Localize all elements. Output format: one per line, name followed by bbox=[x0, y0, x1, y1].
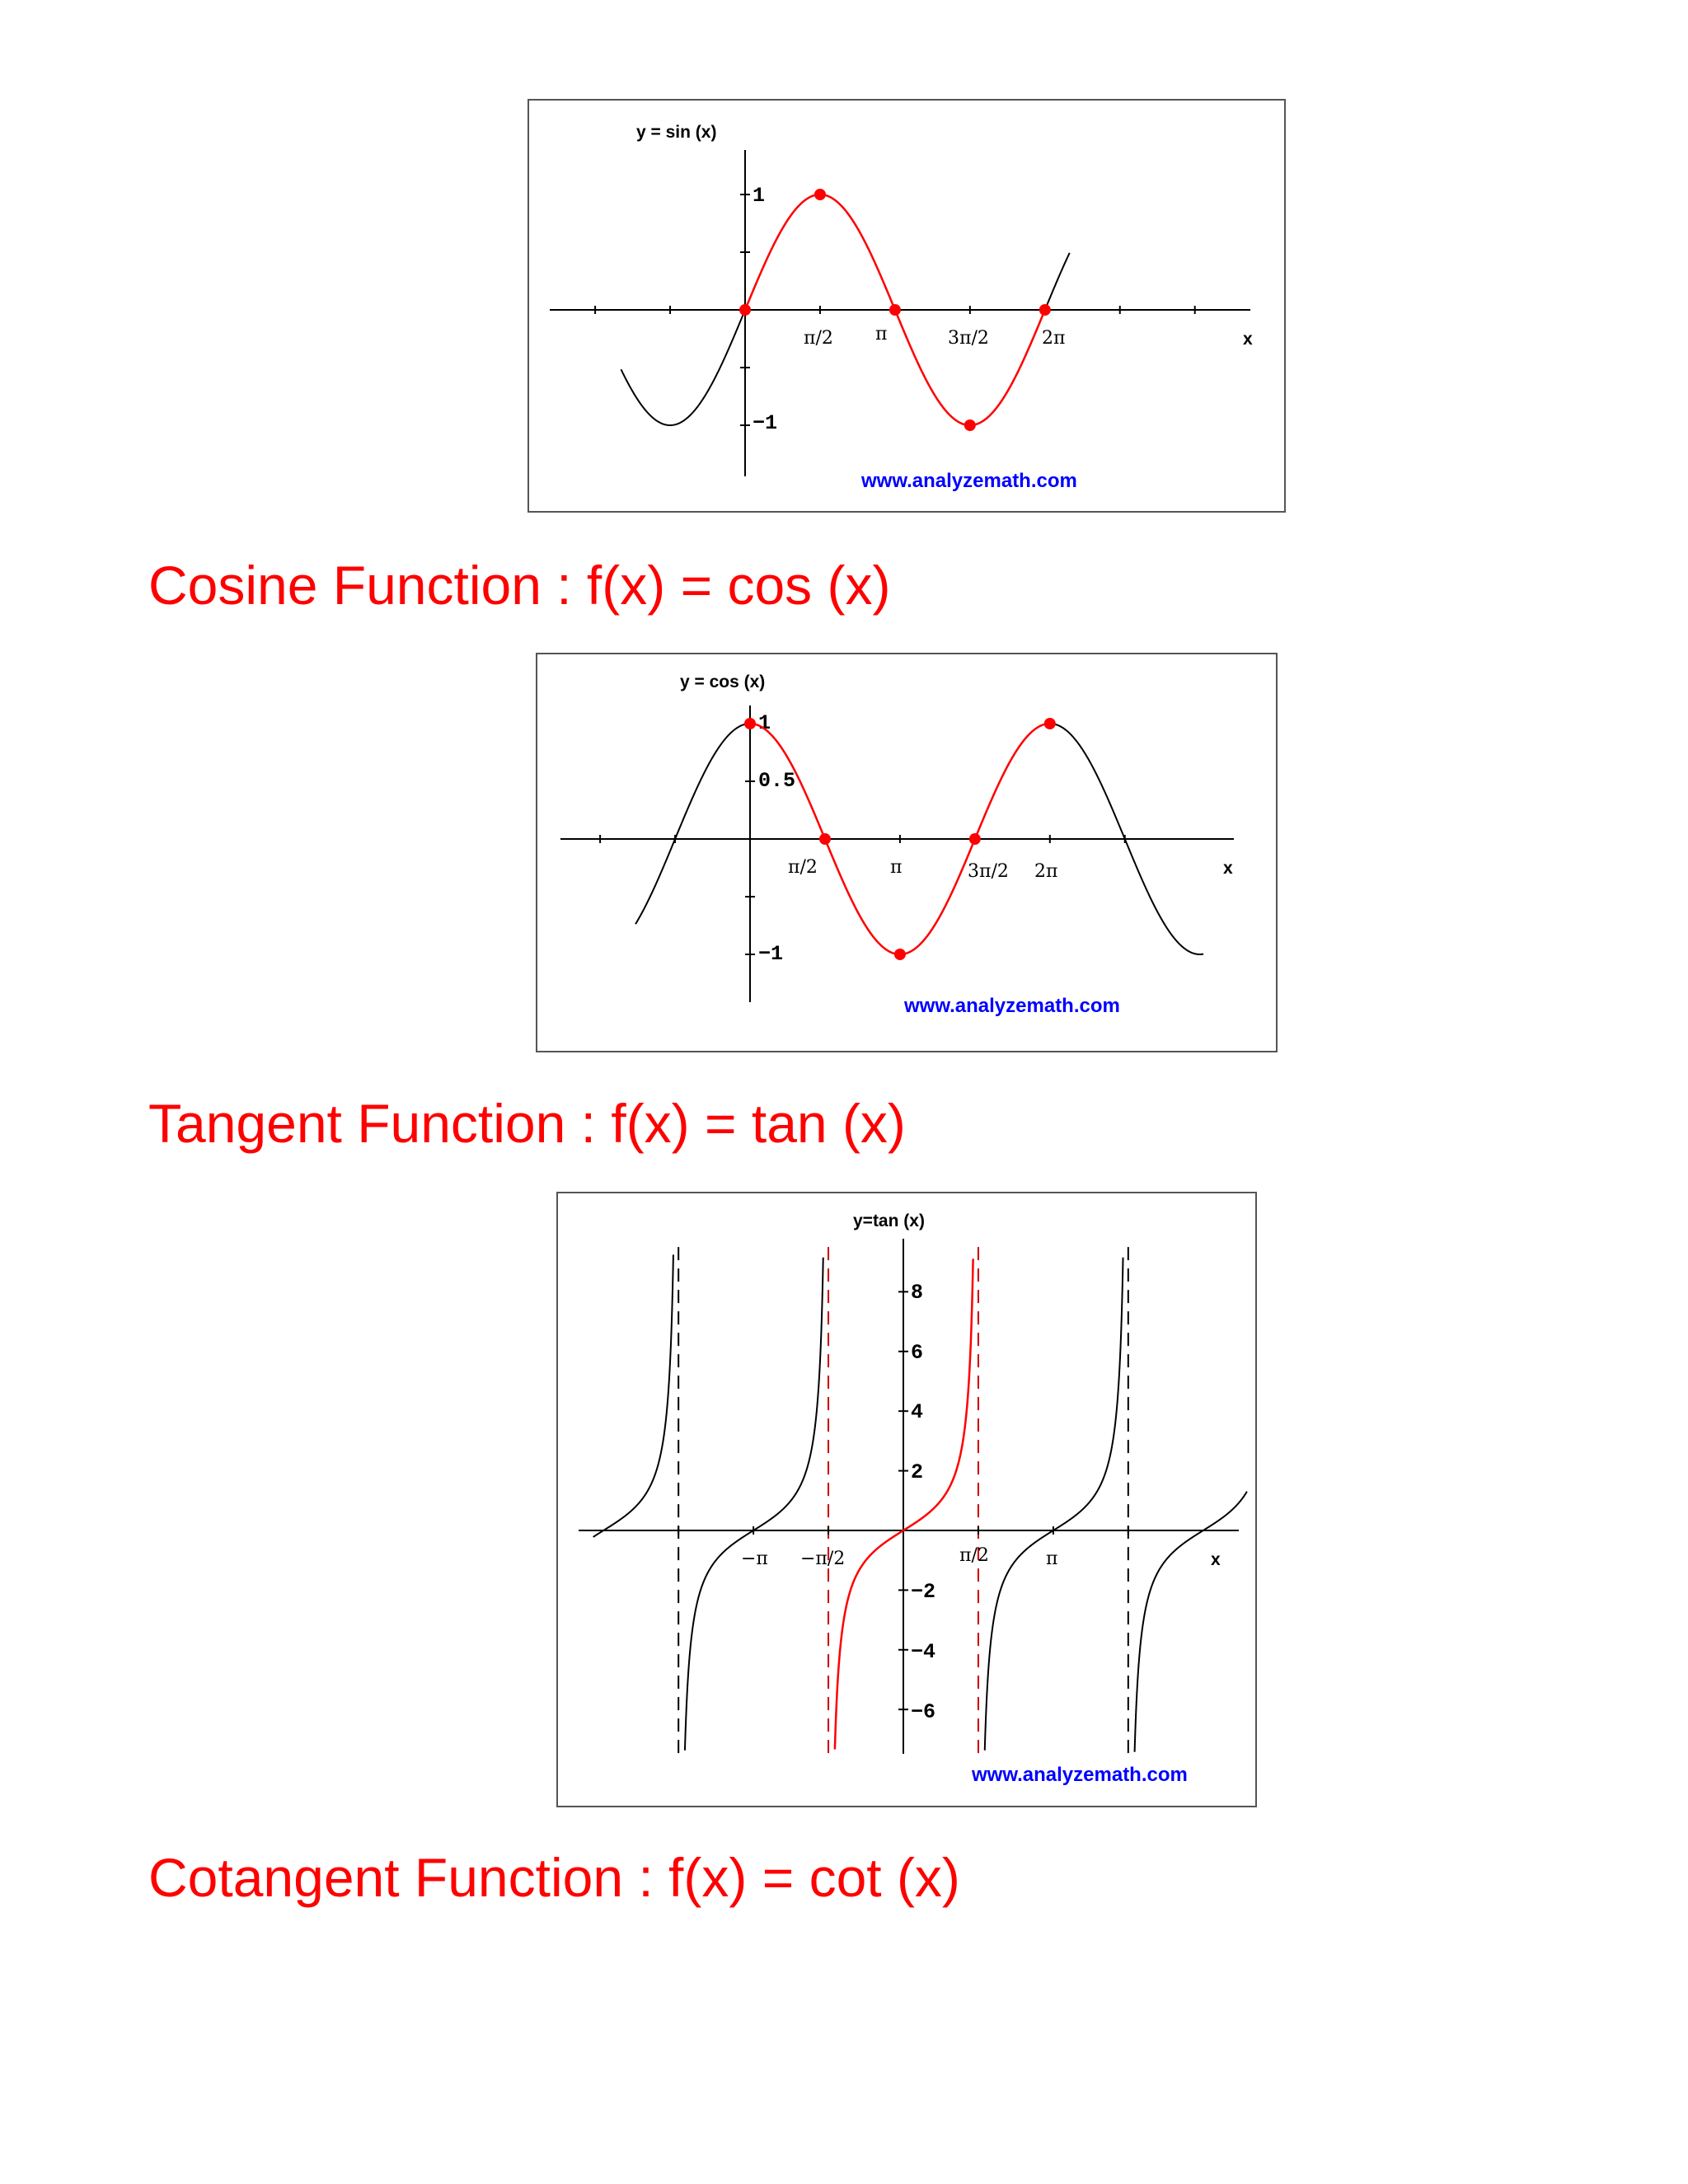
sine-graph-panel: y = sin (x) x π/2 π 3π/2 2π 1 −1 www.ana… bbox=[528, 99, 1286, 513]
y-tick-label: 4 bbox=[911, 1400, 923, 1424]
y-tick-label: −1 bbox=[758, 942, 783, 966]
tan-curve-branch bbox=[593, 1254, 674, 1538]
y-tick-label: 1 bbox=[758, 711, 771, 735]
x-tick-label: −π bbox=[741, 1549, 768, 1569]
y-tick-label: −1 bbox=[753, 411, 777, 435]
cosine-graph-panel: y = cos (x) x π/2 π 3π/2 2π 1 0.5 −1 www… bbox=[536, 653, 1278, 1052]
x-axis-label: x bbox=[1211, 1550, 1221, 1569]
data-point bbox=[964, 419, 976, 431]
graph-title: y = cos (x) bbox=[680, 673, 765, 691]
y-tick-label: −2 bbox=[911, 1580, 935, 1604]
data-point bbox=[893, 949, 906, 960]
data-point bbox=[739, 304, 751, 316]
watermark: www.analyzemath.com bbox=[971, 1764, 1188, 1786]
graph-title: y = sin (x) bbox=[636, 123, 716, 142]
data-point bbox=[814, 189, 826, 200]
sine-graph: y = sin (x) x π/2 π 3π/2 2π 1 −1 www.ana… bbox=[550, 123, 1253, 492]
x-tick-label: −π/2 bbox=[800, 1549, 845, 1569]
data-point bbox=[744, 718, 756, 729]
x-tick-label: 2π bbox=[1034, 861, 1057, 882]
data-point bbox=[1039, 304, 1051, 316]
y-tick-label: 6 bbox=[911, 1341, 923, 1365]
x-tick-label: π/2 bbox=[804, 328, 833, 349]
tan-curve-branch bbox=[683, 1257, 824, 1750]
x-tick-label: π bbox=[1046, 1549, 1057, 1569]
cosine-heading: Cosine Function : f(x) = cos (x) bbox=[148, 555, 891, 616]
y-tick-label: 0.5 bbox=[758, 769, 795, 793]
x-tick-label: π bbox=[890, 857, 902, 878]
y-tick-label: 8 bbox=[911, 1281, 923, 1305]
y-tick-label: −6 bbox=[911, 1700, 935, 1724]
tangent-graph-panel: y=tan (x) x −π −π/2 π/2 π 8 6 4 2 −2 −4 … bbox=[556, 1192, 1257, 1807]
data-point bbox=[818, 833, 831, 845]
y-tick-label: 2 bbox=[911, 1460, 923, 1484]
x-tick-label: 2π bbox=[1042, 328, 1065, 349]
x-axis-label: x bbox=[1223, 859, 1233, 878]
tan-curve-branch bbox=[983, 1257, 1124, 1750]
tangent-graph: y=tan (x) x −π −π/2 π/2 π 8 6 4 2 −2 −4 … bbox=[579, 1212, 1248, 1786]
watermark: www.analyzemath.com bbox=[860, 470, 1077, 492]
data-point bbox=[1043, 718, 1056, 729]
x-tick-label: π/2 bbox=[788, 857, 818, 878]
x-tick-label: 3π/2 bbox=[968, 861, 1009, 882]
x-tick-label: π/2 bbox=[959, 1545, 989, 1566]
cosine-graph: y = cos (x) x π/2 π 3π/2 2π 1 0.5 −1 www… bbox=[560, 673, 1234, 1017]
x-tick-label: 3π/2 bbox=[948, 328, 989, 349]
graph-title: y=tan (x) bbox=[853, 1212, 925, 1230]
data-point bbox=[889, 304, 901, 316]
watermark: www.analyzemath.com bbox=[903, 995, 1120, 1017]
tan-curve-branch bbox=[1133, 1491, 1248, 1752]
x-tick-label: π bbox=[875, 324, 887, 344]
x-axis-label: x bbox=[1243, 330, 1253, 349]
tangent-heading: Tangent Function : f(x) = tan (x) bbox=[148, 1093, 906, 1154]
cotangent-heading: Cotangent Function : f(x) = cot (x) bbox=[148, 1847, 960, 1908]
data-point bbox=[968, 833, 981, 845]
y-tick-label: −4 bbox=[911, 1640, 935, 1664]
tan-one-period-curve bbox=[833, 1258, 974, 1750]
y-tick-label: 1 bbox=[753, 184, 765, 208]
